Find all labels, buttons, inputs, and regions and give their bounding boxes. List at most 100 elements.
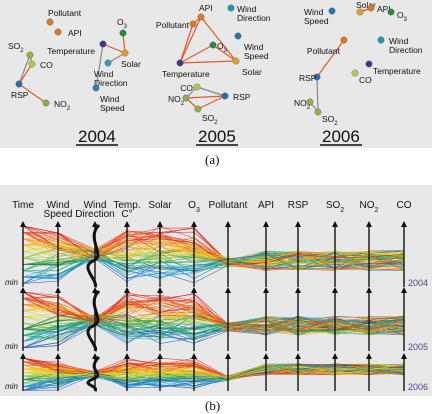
axis-arrow bbox=[225, 287, 231, 293]
node-rsp bbox=[313, 73, 321, 81]
pc-line bbox=[22, 365, 405, 380]
pc-line bbox=[22, 357, 405, 379]
node-pollutant bbox=[46, 18, 54, 26]
pc-line bbox=[22, 250, 405, 280]
axis-arrow bbox=[157, 353, 163, 359]
axis-arrow bbox=[225, 353, 231, 359]
axis-arrow bbox=[401, 353, 407, 359]
pc-line bbox=[22, 363, 405, 384]
node-co bbox=[351, 69, 359, 77]
node-wind-speed bbox=[92, 84, 100, 92]
edge-api-solar bbox=[200, 16, 237, 62]
edge-rsp-so2 bbox=[197, 95, 226, 110]
node-label-rsp: RSP bbox=[233, 92, 251, 102]
pc-line bbox=[22, 291, 405, 330]
node-co bbox=[193, 83, 201, 91]
node-label-temperature: Temperature bbox=[162, 69, 210, 79]
node-label-rsp: RSP bbox=[11, 90, 29, 100]
node-co bbox=[28, 60, 36, 68]
pc-line bbox=[22, 318, 405, 349]
edge-rsp-no2 bbox=[18, 83, 47, 104]
axis-arrow bbox=[20, 221, 26, 227]
axis-header-5: O3 bbox=[188, 200, 200, 214]
node-o3 bbox=[387, 8, 395, 16]
node-api bbox=[197, 13, 205, 21]
axis-arrow bbox=[191, 221, 197, 227]
pc-line bbox=[22, 310, 405, 330]
row-year-label: 2006 bbox=[408, 382, 428, 392]
node-api bbox=[54, 28, 62, 36]
axis-header-11: CO bbox=[397, 200, 412, 211]
axis-header-2: Wind bbox=[84, 200, 107, 211]
node-pollutant bbox=[189, 20, 197, 28]
axis-header-10: NO2 bbox=[360, 200, 379, 214]
graph-year-label: 2004 bbox=[78, 127, 116, 146]
node-label-solar: Solar bbox=[121, 59, 141, 69]
panel-b-parallel-coordinates: Time Wind Speed Wind Direction Temp. C° Solar O3… bbox=[0, 185, 432, 396]
edge-pollutant-temperature bbox=[179, 23, 194, 64]
axis-arrow bbox=[295, 221, 301, 227]
edge-no2-rsp bbox=[185, 95, 226, 99]
axis-arrow bbox=[55, 287, 61, 293]
node-label-wind-direction: Wind Direction bbox=[94, 69, 128, 88]
axis-arrow bbox=[157, 221, 163, 227]
axis-arrow bbox=[401, 287, 407, 293]
pc-line bbox=[22, 232, 405, 271]
node-label-wind-direction: Wind Direction bbox=[237, 4, 271, 23]
axis-header-0: Time bbox=[12, 200, 34, 211]
pc-line bbox=[22, 251, 405, 284]
pc-line bbox=[22, 297, 405, 330]
pc-line bbox=[22, 225, 405, 266]
axis-arrow bbox=[401, 221, 407, 227]
edge-rsp-so2 bbox=[18, 54, 31, 85]
panel-a-correlation-graphs: Pollutant API SO2 CO Temperature O3 Solar Wind D… bbox=[0, 0, 432, 148]
node-label-co: CO bbox=[180, 83, 193, 93]
node-o3 bbox=[119, 29, 127, 37]
edge-temperature-wind-speed bbox=[95, 43, 104, 89]
axis-arrow bbox=[157, 287, 163, 293]
pc-line bbox=[22, 361, 405, 380]
pc-line bbox=[22, 242, 405, 271]
node-no2 bbox=[182, 94, 190, 102]
node-so2 bbox=[194, 105, 202, 113]
node-label-wind-speed: Wind Speed bbox=[244, 42, 269, 61]
axis-header-9: SO2 bbox=[326, 200, 344, 214]
node-wind-direction bbox=[227, 4, 235, 12]
edge-api-temperature bbox=[179, 16, 202, 64]
pc-line bbox=[22, 363, 405, 378]
graph-year-label: 2006 bbox=[322, 127, 360, 146]
wind-direction-curve bbox=[86, 355, 101, 392]
node-label-so2: SO2 bbox=[8, 41, 24, 54]
axis-arrow bbox=[124, 221, 130, 227]
node-label-no2: NO2 bbox=[294, 98, 310, 111]
node-label-co: CO bbox=[359, 75, 372, 85]
node-label-temperature: Temperature bbox=[373, 66, 421, 76]
node-label-o3: O3 bbox=[117, 17, 128, 30]
pc-line bbox=[22, 253, 405, 273]
pc-line bbox=[22, 317, 405, 342]
node-label-temperature: Temperature bbox=[47, 46, 95, 56]
axis-arrow bbox=[20, 353, 26, 359]
node-label-o3: O3 bbox=[397, 10, 408, 23]
axis-arrow bbox=[295, 287, 301, 293]
edge-rsp-pollutant bbox=[316, 39, 345, 78]
pc-line bbox=[22, 251, 405, 276]
edge-co-rsp bbox=[18, 63, 33, 85]
node-label-api: API bbox=[68, 28, 82, 38]
edge-o3-solar bbox=[212, 44, 237, 62]
node-label-wind-speed: Wind Speed bbox=[100, 94, 125, 113]
axis-arrow bbox=[366, 221, 372, 227]
node-label-no2: NO2 bbox=[168, 94, 184, 107]
node-solar bbox=[356, 8, 364, 16]
axis-arrow bbox=[124, 353, 130, 359]
row-year-label: 2004 bbox=[408, 278, 428, 288]
axis-arrow bbox=[55, 221, 61, 227]
pc-line bbox=[22, 357, 405, 378]
node-label-solar: Solar bbox=[356, 0, 376, 10]
node-label-pollutant: Pollutant bbox=[156, 20, 190, 30]
edge-temperature-solar bbox=[102, 43, 126, 54]
node-temperature bbox=[365, 60, 373, 68]
